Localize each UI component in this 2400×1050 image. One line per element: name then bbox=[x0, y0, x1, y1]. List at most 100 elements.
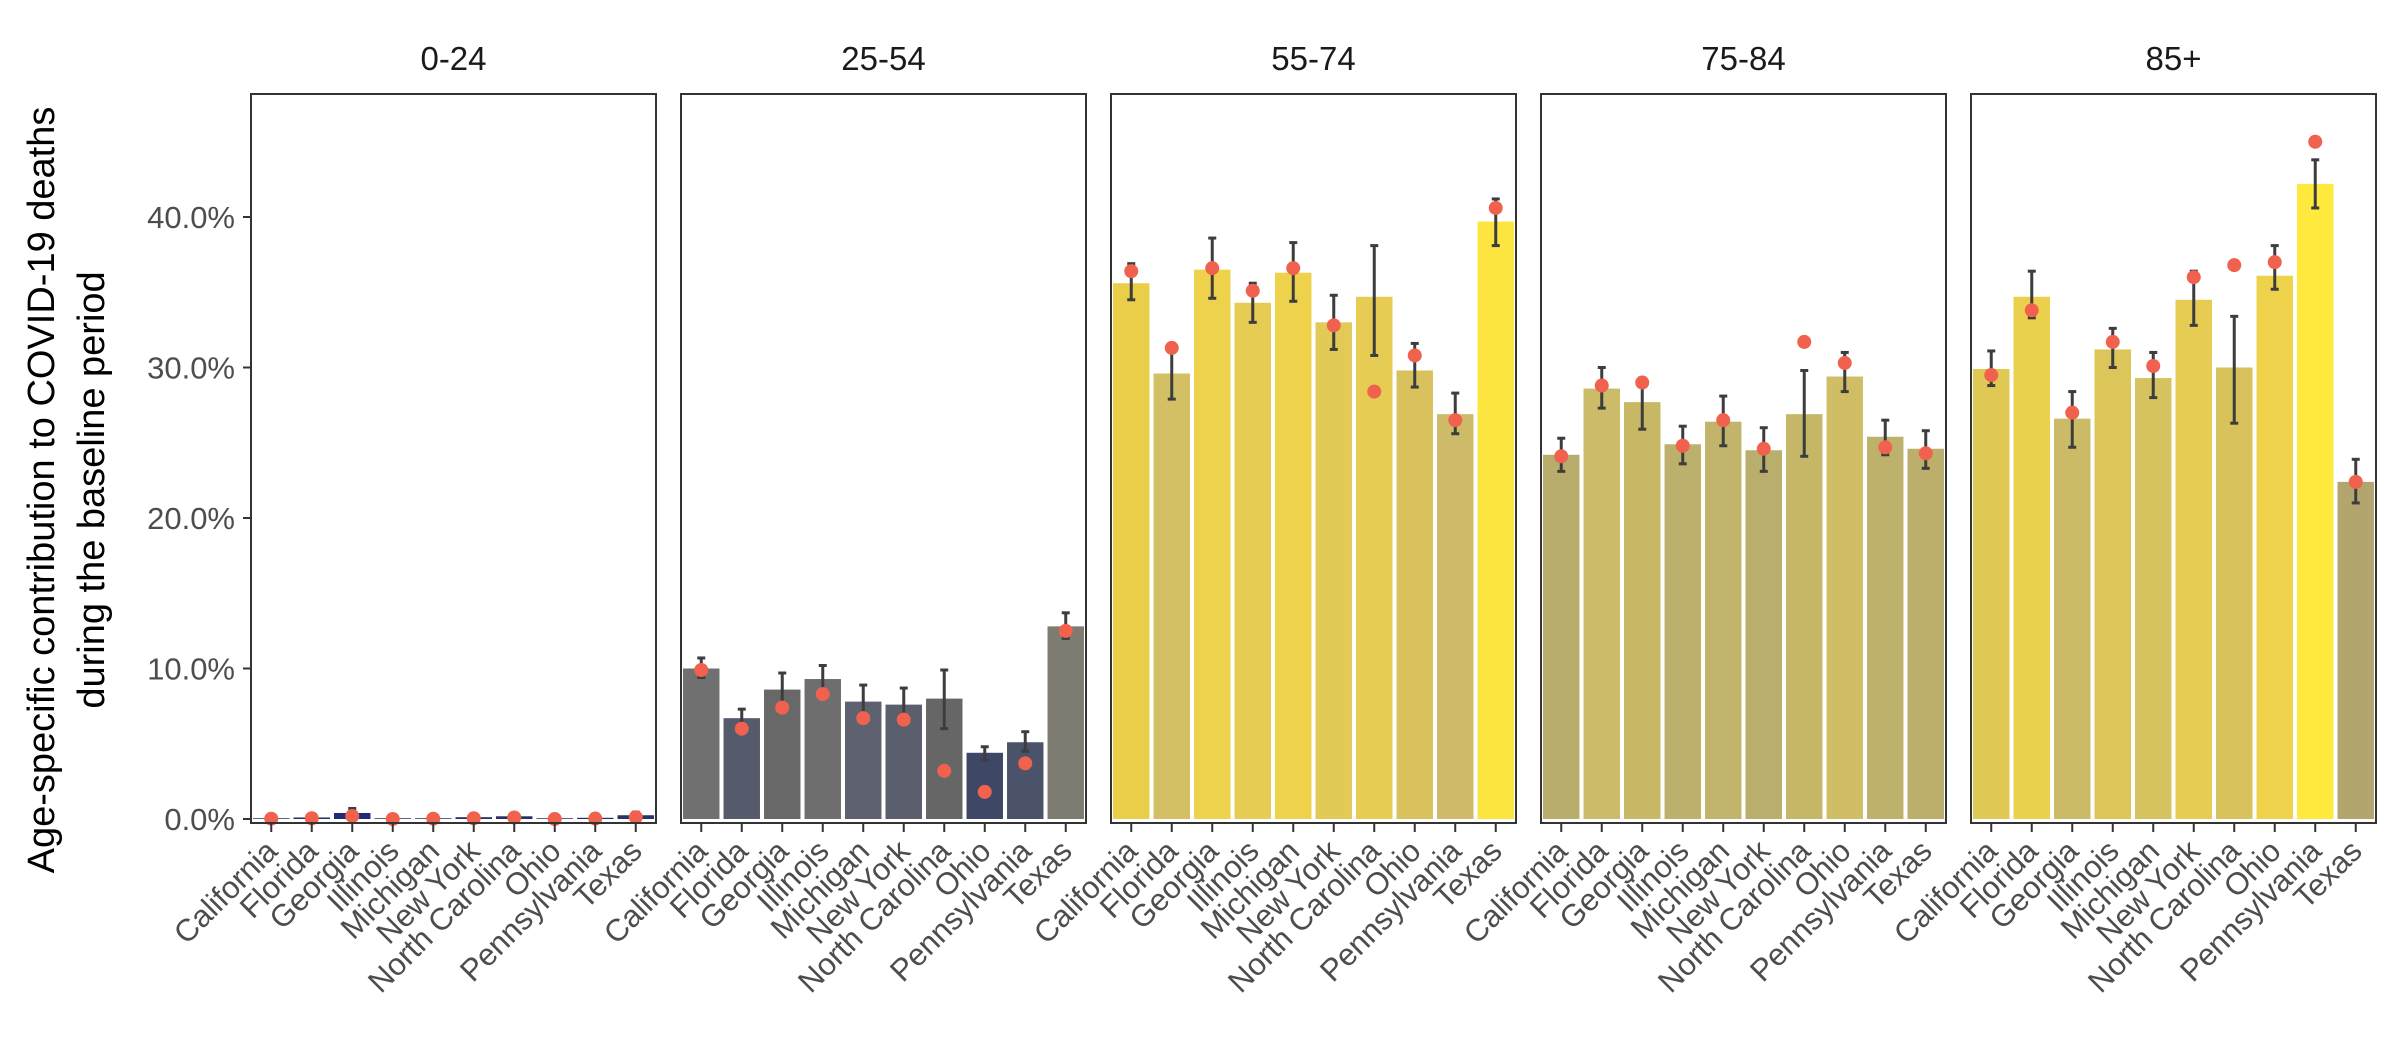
observed-point bbox=[977, 784, 992, 799]
bar bbox=[1007, 742, 1044, 819]
observed-point bbox=[1164, 340, 1179, 355]
bar bbox=[804, 679, 841, 819]
observed-point bbox=[345, 808, 360, 823]
facet-title: 55-74 bbox=[1271, 40, 1355, 77]
bar bbox=[1153, 373, 1190, 819]
facet-panel: 55-74CaliforniaFloridaGeorgiaIllinoisMic… bbox=[1027, 40, 1517, 999]
panel-border bbox=[1110, 93, 1517, 824]
observed-point bbox=[775, 700, 790, 715]
observed-point bbox=[734, 721, 749, 736]
observed-point bbox=[1367, 384, 1382, 399]
facet-title: 85+ bbox=[2146, 40, 2202, 77]
observed-point bbox=[1058, 623, 1073, 638]
bar bbox=[1745, 450, 1782, 819]
bar bbox=[1047, 626, 1084, 819]
facet-title: 0-24 bbox=[420, 40, 486, 77]
panel-border bbox=[1540, 93, 1947, 824]
observed-point bbox=[304, 811, 319, 826]
observed-point bbox=[1675, 438, 1690, 453]
bar bbox=[2297, 183, 2334, 819]
facet-title: 75-84 bbox=[1701, 40, 1785, 77]
bar bbox=[1477, 221, 1514, 819]
facet-panels: 0-24CaliforniaFloridaGeorgiaIllinoisMich… bbox=[167, 40, 2377, 999]
bar bbox=[1786, 414, 1823, 819]
observed-point bbox=[1594, 378, 1609, 393]
bar bbox=[1867, 436, 1904, 819]
bar bbox=[1194, 269, 1231, 819]
bar bbox=[2216, 367, 2253, 819]
bar bbox=[1705, 421, 1742, 819]
observed-point bbox=[1245, 283, 1260, 298]
observed-point bbox=[1918, 446, 1933, 461]
observed-point bbox=[815, 687, 830, 702]
facet-title: 25-54 bbox=[841, 40, 925, 77]
bar bbox=[2175, 299, 2212, 819]
bar bbox=[1826, 376, 1863, 819]
observed-point bbox=[1205, 261, 1220, 276]
y-tick-label: 40.0% bbox=[147, 200, 235, 235]
observed-point bbox=[2348, 474, 2363, 489]
bar bbox=[1113, 283, 1150, 820]
bar bbox=[1275, 272, 1312, 819]
bar bbox=[683, 668, 720, 819]
observed-point bbox=[466, 811, 481, 826]
y-axis: 0.0% 10.0% 20.0% 30.0% 40.0% bbox=[147, 200, 251, 837]
y-tick-label: 30.0% bbox=[147, 351, 235, 386]
observed-point bbox=[2024, 303, 2039, 318]
observed-point bbox=[507, 810, 522, 825]
bar bbox=[1356, 296, 1393, 819]
bar bbox=[1583, 388, 1620, 819]
observed-point bbox=[1797, 334, 1812, 349]
observed-point bbox=[694, 663, 709, 678]
panel-border bbox=[1970, 93, 2377, 824]
bar bbox=[1624, 402, 1661, 819]
bar bbox=[1437, 414, 1474, 819]
observed-point bbox=[1756, 441, 1771, 456]
bar bbox=[1664, 444, 1701, 819]
facet-panel: 0-24CaliforniaFloridaGeorgiaIllinoisMich… bbox=[167, 40, 657, 999]
bar bbox=[1543, 454, 1580, 819]
observed-point bbox=[2186, 270, 2201, 285]
panel-border bbox=[680, 93, 1087, 824]
bar bbox=[1234, 302, 1271, 819]
bar bbox=[1396, 370, 1433, 819]
bar bbox=[2256, 275, 2293, 819]
observed-point bbox=[1018, 756, 1033, 771]
bar bbox=[2054, 418, 2091, 819]
observed-point bbox=[2146, 358, 2161, 373]
observed-point bbox=[1448, 413, 1463, 428]
observed-point bbox=[1326, 318, 1341, 333]
bar bbox=[2013, 296, 2050, 819]
observed-point bbox=[1984, 368, 1999, 383]
observed-point bbox=[1286, 261, 1301, 276]
facet-panel: 85+CaliforniaFloridaGeorgiaIllinoisMichi… bbox=[1887, 40, 2377, 999]
observed-point bbox=[856, 711, 871, 726]
observed-point bbox=[1554, 449, 1569, 464]
bar bbox=[1315, 322, 1352, 819]
bar bbox=[1907, 448, 1944, 819]
observed-point bbox=[2105, 334, 2120, 349]
y-tick-label: 0.0% bbox=[164, 802, 235, 837]
bar bbox=[2094, 349, 2131, 819]
y-axis-title-line-2: during the baseline period bbox=[71, 271, 113, 708]
observed-point bbox=[1407, 348, 1422, 363]
observed-point bbox=[1124, 264, 1139, 279]
y-tick-label: 10.0% bbox=[147, 652, 235, 687]
observed-point bbox=[2308, 134, 2323, 149]
observed-point bbox=[896, 712, 911, 727]
observed-point bbox=[2065, 405, 2080, 420]
observed-point bbox=[1635, 375, 1650, 390]
observed-point bbox=[628, 810, 643, 825]
bar bbox=[2135, 378, 2172, 819]
facet-panel: 75-84CaliforniaFloridaGeorgiaIllinoisMic… bbox=[1457, 40, 1947, 999]
observed-point bbox=[937, 763, 952, 778]
bar bbox=[1973, 369, 2010, 819]
observed-point bbox=[2227, 258, 2242, 273]
bar bbox=[2337, 481, 2374, 819]
observed-point bbox=[1837, 355, 1852, 370]
panel-border bbox=[250, 93, 657, 824]
observed-point bbox=[2267, 255, 2282, 270]
observed-point bbox=[1878, 440, 1893, 455]
observed-point bbox=[1716, 413, 1731, 428]
